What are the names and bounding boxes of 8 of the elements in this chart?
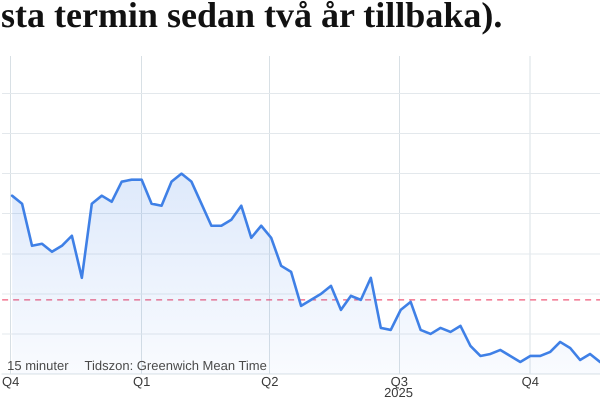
x-tick-label: Q2 (261, 374, 278, 390)
annotation: 15 minuter (7, 358, 70, 374)
x-tick-label: Q4 (2, 374, 20, 390)
x-tick-label: Q4 (522, 374, 539, 390)
x-tick-label: Q1 (132, 374, 150, 390)
annotation: Tidszon: Greenwich Mean Time (84, 358, 267, 374)
chart-title: sta termin sedan två år tillbaka). (1, 0, 502, 35)
x-tick-label: Q3 (390, 374, 408, 390)
